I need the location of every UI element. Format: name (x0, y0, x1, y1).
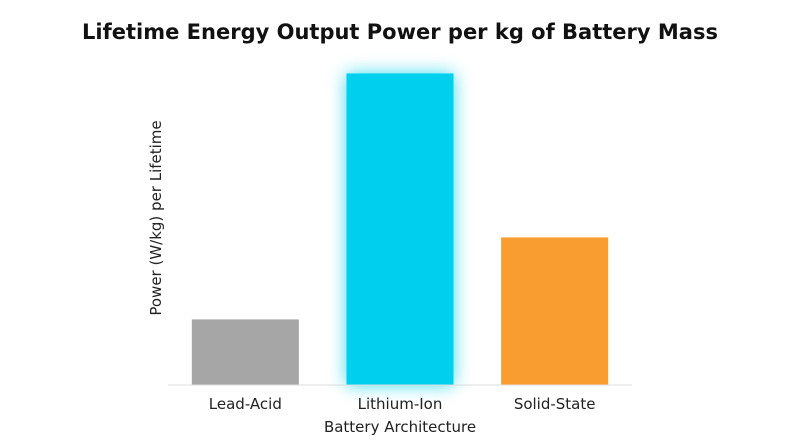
bar-lithium-ion (346, 73, 454, 386)
bars-layer (191, 73, 609, 386)
y-axis-label: Power (W/kg) per Lifetime (147, 120, 165, 315)
bar-solid-state (501, 237, 609, 385)
x-tick-label-lithium-ion: Lithium-Ion (358, 395, 443, 413)
x-tick-label-lead-acid: Lead-Acid (209, 395, 282, 413)
x-tick-labels: Lead-Acid Lithium-Ion Solid-State (209, 395, 596, 413)
bar-lead-acid (191, 319, 299, 385)
x-axis-label: Battery Architecture (324, 418, 476, 436)
x-tick-label-solid-state: Solid-State (514, 395, 596, 413)
chart-title: Lifetime Energy Output Power per kg of B… (82, 20, 718, 44)
